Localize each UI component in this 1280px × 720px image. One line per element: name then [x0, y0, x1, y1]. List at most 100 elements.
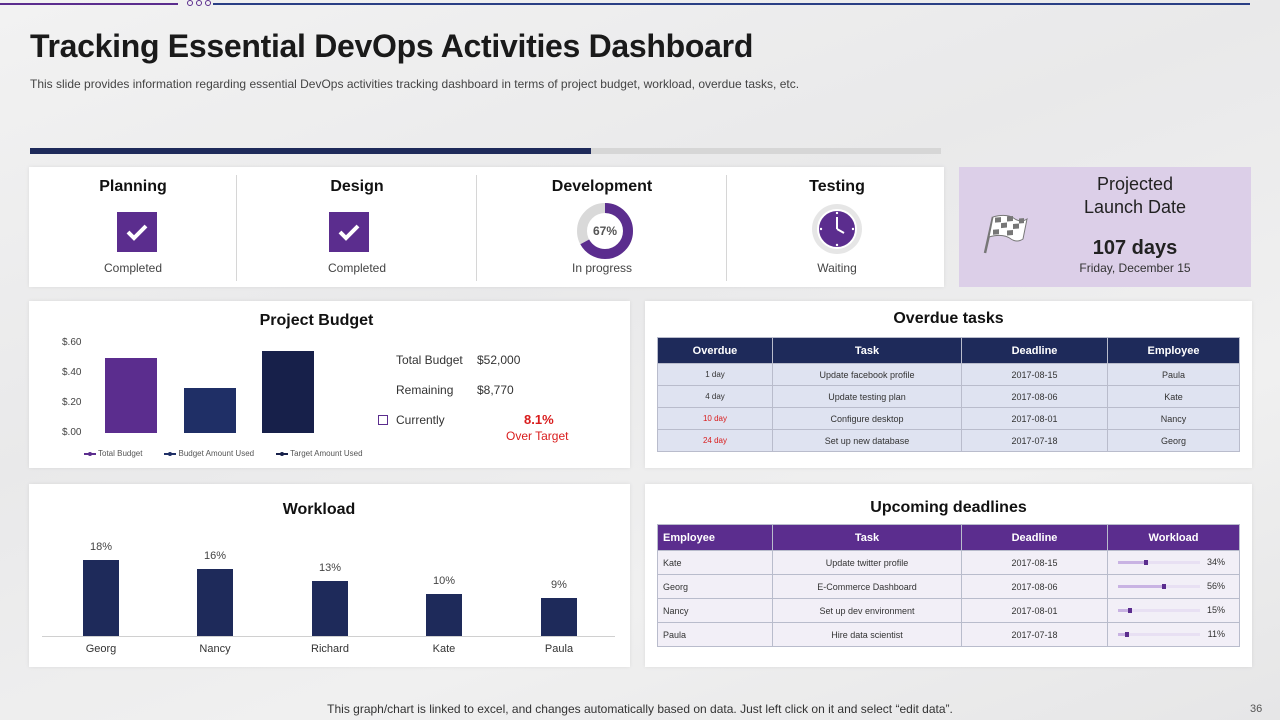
upcoming-title: Upcoming deadlines [870, 499, 1027, 516]
task-cell: Update testing plan [772, 385, 962, 408]
y-tick-label: $.60 [62, 337, 82, 348]
stage-title: Testing [809, 178, 865, 195]
data-label: 13% [318, 562, 342, 575]
table-header-row: Employee Task Deadline Workload [657, 524, 1240, 551]
x-tick-label: Richard [311, 643, 349, 655]
x-tick-label: Georg [85, 643, 117, 655]
column-header: Task [772, 524, 962, 551]
workload-cell: 56% [1107, 574, 1240, 599]
workload-card: Workload 18% Georg 16% Nancy 13% Richard 10% Ka… [29, 484, 630, 667]
workload-pct: 15% [1206, 605, 1225, 615]
task-cell: Hire data scientist [772, 622, 962, 647]
checkbox-checked-icon [329, 212, 369, 252]
workload-pct: 34% [1206, 557, 1225, 567]
workload-cell: 15% [1107, 598, 1240, 623]
budget-bar [262, 350, 314, 433]
stage-status: Waiting [817, 261, 857, 275]
table-row: Georg E-Commerce Dashboard 2017-08-06 56% [657, 574, 1240, 599]
overdue-cell: 1 day [657, 363, 773, 386]
checkered-flag-icon [983, 214, 1028, 254]
employee-cell: Georg [1107, 429, 1240, 452]
total-budget-value: $52,000 [477, 353, 521, 367]
employee-cell: Georg [657, 574, 773, 599]
deadline-cell: 2017-08-01 [961, 407, 1108, 430]
deadline-cell: 2017-08-06 [961, 385, 1108, 408]
legend-label: Target Amount Used [290, 449, 363, 458]
divider [476, 175, 477, 281]
column-header: Employee [657, 524, 773, 551]
workload-bar-track [1118, 632, 1200, 637]
employee-cell: Paula [1107, 363, 1240, 386]
divider [726, 175, 727, 281]
page-subtitle: This slide provides information regardin… [30, 77, 800, 91]
currently-label: Currently [396, 413, 445, 427]
column-header: Employee [1107, 337, 1240, 364]
table-row: Nancy Set up dev environment 2017-08-01 15% [657, 598, 1240, 623]
launch-title: Projected Launch Date [1019, 173, 1251, 219]
over-target-pct: 8.1% [524, 412, 554, 427]
employee-cell: Nancy [1107, 407, 1240, 430]
over-target-label: Over Target [506, 429, 569, 443]
launch-days: 107 days [1092, 237, 1178, 259]
table-row: 4 day Update testing plan 2017-08-06 Kate [657, 385, 1240, 408]
deadline-cell: 2017-08-06 [961, 574, 1108, 599]
workload-bar-track [1118, 560, 1200, 565]
workload-bar [83, 560, 119, 636]
y-tick-label: $.20 [62, 397, 82, 408]
workload-bar-marker [1128, 608, 1133, 613]
workload-bar-marker [1161, 584, 1166, 589]
budget-legend: Total Budget Budget Amount Used Target A… [84, 449, 363, 458]
workload-bar [541, 598, 577, 636]
task-cell: Update facebook profile [772, 363, 962, 386]
overdue-tasks-card: Overdue tasks Overdue Task Deadline Empl… [645, 301, 1252, 468]
table-row: Paula Hire data scientist 2017-07-18 11% [657, 622, 1240, 647]
employee-cell: Nancy [657, 598, 773, 623]
budget-chart: $.60 $.40 $.20 $.00 [29, 301, 369, 468]
stages-card: Planning Completed Design Completed Deve… [29, 167, 944, 287]
y-tick-label: $.40 [62, 367, 82, 378]
overdue-cell: 10 day [657, 407, 773, 430]
stage-status: In progress [571, 261, 633, 275]
legend-swatch [164, 451, 177, 456]
overdue-cell: 24 day [657, 429, 773, 452]
x-tick-label: Paula [544, 643, 574, 655]
footer-note: This graph/chart is linked to excel, and… [327, 702, 953, 716]
x-axis-line [42, 636, 615, 637]
stage-status: Completed [327, 261, 387, 275]
launch-date: Friday, December 15 [1079, 261, 1191, 275]
projected-launch-card: Projected Launch Date 107 days Friday, D… [959, 167, 1251, 287]
column-header: Task [772, 337, 962, 364]
total-budget-label: Total Budget [396, 353, 463, 367]
table-row: 10 day Configure desktop 2017-08-01 Nancy [657, 407, 1240, 430]
deadline-cell: 2017-08-01 [961, 598, 1108, 623]
workload-bar-fill [1118, 585, 1164, 588]
deadline-cell: 2017-07-18 [961, 622, 1108, 647]
stage-testing: Testing Waiting [727, 167, 947, 287]
workload-cell: 34% [1107, 550, 1240, 575]
data-label: 16% [203, 549, 227, 562]
overdue-table: Overdue Task Deadline Employee 1 day Upda… [657, 337, 1240, 452]
table-row: Kate Update twitter profile 2017-08-15 34% [657, 550, 1240, 575]
data-label: 9% [551, 579, 567, 592]
task-cell: Set up new database [772, 429, 962, 452]
workload-bar-marker [1143, 560, 1148, 565]
project-budget-card: Project Budget $.60 $.40 $.20 $.00 Total Bu… [29, 301, 630, 468]
top-accent-line [0, 3, 178, 5]
overall-progress-bar [30, 148, 941, 154]
workload-bar-track [1118, 608, 1200, 613]
workload-bar-fill [1118, 609, 1131, 612]
workload-bar [197, 568, 233, 636]
column-header: Overdue [657, 337, 773, 364]
remaining-value: $8,770 [477, 383, 514, 397]
workload-bar-marker [1125, 632, 1130, 637]
x-tick-label: Kate [432, 643, 456, 655]
development-donut: 67% [577, 203, 633, 259]
deadline-cell: 2017-07-18 [961, 429, 1108, 452]
upcoming-deadlines-card: Upcoming deadlines Employee Task Deadlin… [645, 484, 1252, 667]
upcoming-table: Employee Task Deadline Workload Kate Upda… [657, 524, 1240, 647]
checkbox-checked-icon [117, 212, 157, 252]
remaining-label: Remaining [396, 383, 454, 397]
table-header-row: Overdue Task Deadline Employee [657, 337, 1240, 364]
column-header: Deadline [961, 337, 1108, 364]
page-title: Tracking Essential DevOps Activities Das… [30, 28, 754, 64]
